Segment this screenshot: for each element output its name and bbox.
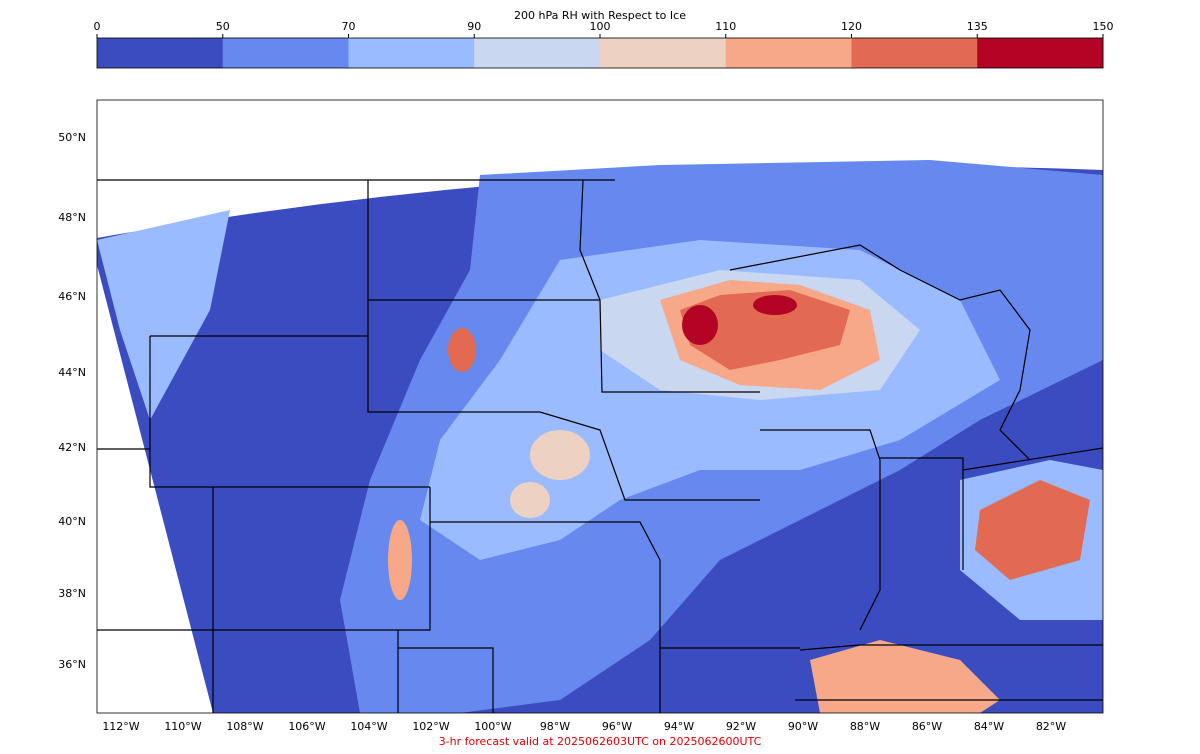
lon-label: 94°W xyxy=(664,720,694,733)
field-south xyxy=(810,640,1000,713)
lon-label: 108°W xyxy=(226,720,263,733)
lat-label: 46°N xyxy=(58,290,86,303)
field-peak xyxy=(753,295,797,315)
lon-label: 82°W xyxy=(1036,720,1066,733)
lon-label: 84°W xyxy=(974,720,1004,733)
lon-label: 96°W xyxy=(602,720,632,733)
lat-label: 38°N xyxy=(58,587,86,600)
colorbar-tick-label: 110 xyxy=(715,20,736,33)
field-east-warm xyxy=(975,480,1090,580)
map-frame xyxy=(96,99,1104,714)
lon-label: 112°W xyxy=(102,720,139,733)
colorbar-segment xyxy=(474,38,601,68)
lon-label: 88°W xyxy=(850,720,880,733)
lon-label: 86°W xyxy=(912,720,942,733)
lon-label: 102°W xyxy=(412,720,449,733)
lon-label: 106°W xyxy=(288,720,325,733)
lon-label: 92°W xyxy=(726,720,756,733)
colorbar-tick-label: 120 xyxy=(841,20,862,33)
colorbar-segment xyxy=(97,38,224,68)
colorbar-segment xyxy=(348,38,475,68)
lon-label: 104°W xyxy=(350,720,387,733)
lon-label: 98°W xyxy=(540,720,570,733)
field-peak xyxy=(682,305,718,345)
lon-label: 90°W xyxy=(788,720,818,733)
lat-label: 44°N xyxy=(58,366,86,379)
colorbar-tick-label: 150 xyxy=(1093,20,1114,33)
colorbar-title: 200 hPa RH with Respect to Ice xyxy=(514,9,686,22)
colorbar-tick-label: 90 xyxy=(467,20,481,33)
lon-label: 100°W xyxy=(474,720,511,733)
colorbar-tick-label: 100 xyxy=(590,20,611,33)
field-spot xyxy=(510,482,550,518)
field-spot xyxy=(448,328,476,372)
field-spot xyxy=(530,430,590,480)
colorbar-segment xyxy=(851,38,978,68)
lat-label: 36°N xyxy=(58,658,86,671)
colorbar-tick-label: 0 xyxy=(94,20,101,33)
lat-label: 40°N xyxy=(58,515,86,528)
colorbar-tick-label: 70 xyxy=(342,20,356,33)
colorbar-segment xyxy=(725,38,852,68)
colorbar-segment xyxy=(977,38,1104,68)
map-field xyxy=(97,160,1103,713)
field-hot xyxy=(680,290,850,370)
colorbar-tick-label: 50 xyxy=(216,20,230,33)
state-borders xyxy=(97,179,1103,713)
colorbar-segment xyxy=(222,38,349,68)
lat-label: 42°N xyxy=(58,441,86,454)
lat-label: 48°N xyxy=(58,211,86,224)
field-west xyxy=(97,210,230,420)
lon-label: 110°W xyxy=(164,720,201,733)
field-spot xyxy=(388,520,412,600)
footer: 3-hr forecast valid at 2025062603UTC on … xyxy=(439,735,762,748)
colorbar-segment xyxy=(600,38,727,68)
lat-label: 50°N xyxy=(58,131,86,144)
colorbar-tick-label: 135 xyxy=(967,20,988,33)
